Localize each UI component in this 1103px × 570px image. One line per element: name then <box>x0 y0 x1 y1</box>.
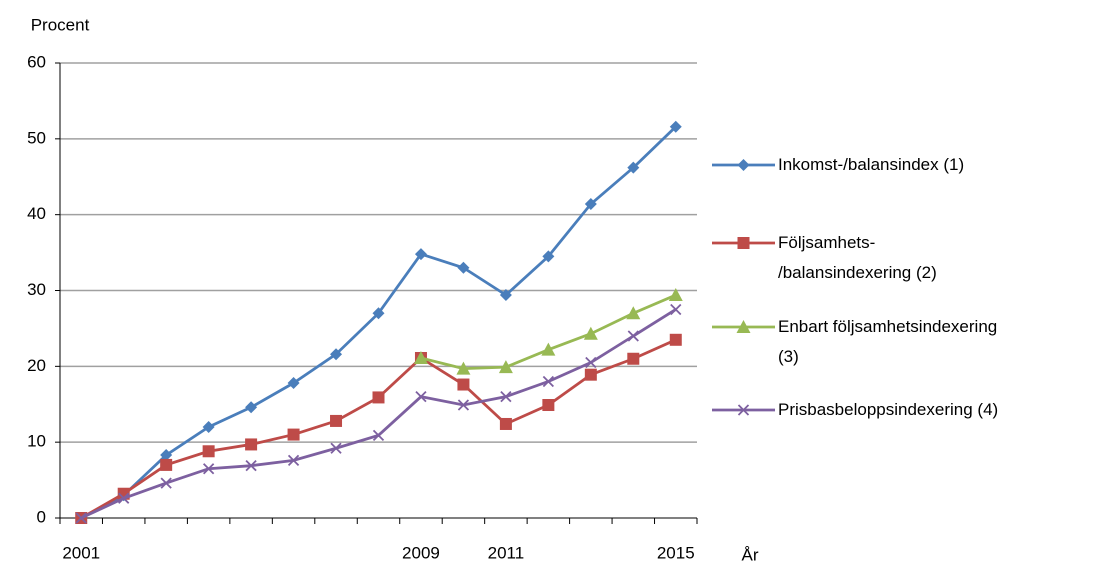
legend-label: Enbart följsamhetsindexering (3) <box>778 317 998 366</box>
marker <box>330 414 343 427</box>
marker <box>499 417 512 430</box>
marker <box>736 320 751 333</box>
marker <box>160 458 173 471</box>
y-tick-label: 30 <box>27 280 46 299</box>
marker <box>415 391 427 403</box>
marker <box>75 512 87 524</box>
marker <box>668 288 683 302</box>
marker <box>456 361 471 375</box>
legend-label: Prisbasbeloppsindexering (4) <box>778 400 999 419</box>
marker <box>118 492 130 504</box>
marker <box>670 303 682 316</box>
marker <box>627 330 639 342</box>
x-tick-label: 2009 <box>402 543 440 562</box>
marker <box>626 306 641 320</box>
marker <box>669 120 682 133</box>
x-tick-label: 2001 <box>62 543 100 562</box>
marker <box>542 399 555 412</box>
y-tick-label: 40 <box>27 204 46 223</box>
marker <box>245 401 258 414</box>
legend-label: Följsamhets- /balansindexering (2) <box>778 233 937 282</box>
marker <box>372 391 385 404</box>
marker <box>372 307 385 320</box>
y-tick-label: 10 <box>27 432 46 451</box>
marker <box>737 159 750 171</box>
marker <box>584 368 597 381</box>
marker <box>499 289 512 302</box>
marker <box>245 438 258 451</box>
marker <box>287 454 300 467</box>
marker <box>202 445 215 458</box>
marker <box>585 356 597 369</box>
marker <box>583 326 598 340</box>
marker <box>413 350 428 364</box>
y-axis-label: Procent <box>31 15 90 34</box>
marker <box>627 161 640 174</box>
marker <box>202 421 215 433</box>
y-tick-label: 60 <box>27 52 46 71</box>
marker <box>245 460 257 472</box>
marker <box>500 391 512 403</box>
marker <box>737 237 750 249</box>
marker <box>287 428 300 441</box>
marker <box>498 360 513 374</box>
marker <box>457 399 470 411</box>
y-tick-label: 0 <box>37 507 46 526</box>
marker <box>160 449 173 462</box>
marker <box>330 348 343 361</box>
x-tick-label: 2011 <box>488 543 525 562</box>
marker <box>541 342 556 356</box>
y-tick-label: 50 <box>27 128 46 147</box>
marker <box>669 333 682 346</box>
marker <box>287 377 300 390</box>
marker <box>160 477 172 489</box>
marker <box>584 198 597 211</box>
marker <box>202 463 215 475</box>
marker <box>457 378 470 391</box>
marker <box>542 375 555 388</box>
legend-label: Inkomst-/balansindex (1) <box>778 155 965 174</box>
marker <box>457 261 470 274</box>
x-tick-label: 2015 <box>657 543 695 562</box>
marker <box>627 352 640 365</box>
marker <box>414 248 427 261</box>
x-axis-label: År <box>742 545 759 564</box>
marker <box>737 404 750 416</box>
y-tick-label: 20 <box>27 356 46 375</box>
marker <box>372 429 385 441</box>
marker <box>330 442 342 454</box>
marker <box>542 250 555 263</box>
